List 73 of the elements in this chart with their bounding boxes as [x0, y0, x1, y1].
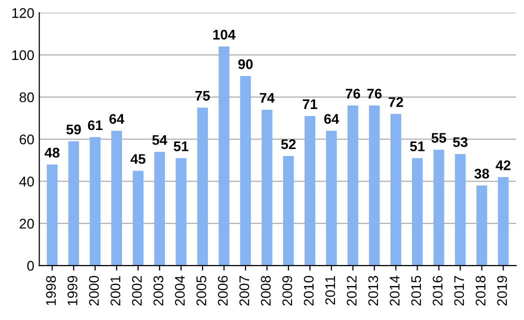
x-tick-label: 2003	[153, 276, 164, 306]
data-label: 54	[152, 135, 168, 145]
data-label: 38	[474, 168, 490, 179]
data-label: 104	[213, 30, 236, 40]
data-label: 42	[496, 160, 510, 170]
x-tick-label: 2010	[304, 276, 314, 306]
x-tick-label: 1998	[46, 276, 56, 306]
bar	[111, 130, 122, 266]
bar	[348, 105, 358, 266]
x-tick-label: 2004	[174, 276, 185, 306]
data-label: 64	[109, 114, 124, 124]
bar	[476, 186, 488, 266]
data-label: 51	[174, 142, 188, 152]
data-label: 51	[410, 142, 425, 152]
bar	[369, 105, 380, 266]
data-label: 90	[238, 59, 253, 70]
x-tick-label: 2017	[454, 276, 464, 306]
data-label: 55	[432, 133, 446, 143]
bar	[262, 110, 272, 266]
data-label: 45	[130, 154, 146, 164]
bar	[90, 137, 101, 266]
bar	[326, 130, 337, 266]
y-tick-label: 0	[27, 260, 34, 271]
bar	[240, 76, 251, 266]
data-label: 53	[453, 137, 468, 148]
bar	[197, 108, 208, 266]
y-tick-label: 100	[12, 50, 34, 60]
x-tick-label: 2000	[89, 276, 99, 306]
bar	[454, 154, 466, 266]
bar	[46, 164, 58, 266]
x-tick-label: 2016	[432, 276, 443, 306]
bar	[154, 152, 165, 266]
bar	[498, 177, 509, 266]
data-label: 64	[324, 114, 340, 124]
bar	[176, 158, 186, 266]
x-tick-label: 2011	[325, 276, 336, 304]
x-tick-label: 2001	[110, 276, 120, 306]
bar	[218, 46, 230, 266]
bar	[433, 150, 444, 266]
x-tick-label: 2002	[132, 276, 142, 306]
data-label: 76	[346, 88, 360, 99]
x-tick-label: 2014	[390, 276, 400, 306]
x-tick-label: 2013	[368, 276, 378, 306]
x-tick-label: 2012	[346, 276, 357, 306]
x-tick-label: 2005	[196, 276, 206, 306]
data-label: 61	[88, 120, 102, 130]
data-label: 72	[388, 97, 404, 107]
y-tick-label: 60	[20, 134, 34, 144]
y-tick-label: 80	[20, 92, 34, 102]
x-tick-label: 1999	[68, 276, 78, 306]
data-label: 76	[367, 88, 382, 99]
y-tick-label: 20	[20, 218, 34, 229]
bar	[132, 170, 144, 266]
data-label: 59	[66, 124, 81, 134]
bar	[412, 158, 423, 266]
data-label: 71	[302, 99, 318, 109]
data-label: 52	[281, 139, 296, 150]
data-label: 74	[260, 93, 275, 103]
y-tick-label: 40	[19, 176, 34, 187]
x-tick-label: 2007	[239, 276, 250, 306]
bar	[283, 156, 294, 266]
x-tick-label: 2006	[218, 276, 228, 306]
x-tick-label: 2015	[411, 276, 422, 306]
y-tick-label: 120	[12, 8, 34, 18]
bar	[304, 116, 316, 266]
x-tick-label: 2008	[260, 276, 271, 306]
x-tick-label: 2018	[476, 276, 486, 306]
bar	[390, 114, 402, 266]
data-label: 48	[44, 148, 60, 158]
x-tick-label: 2019	[497, 276, 507, 306]
x-tick-label: 2009	[282, 276, 292, 306]
data-label: 75	[195, 90, 210, 101]
bar	[68, 141, 80, 266]
